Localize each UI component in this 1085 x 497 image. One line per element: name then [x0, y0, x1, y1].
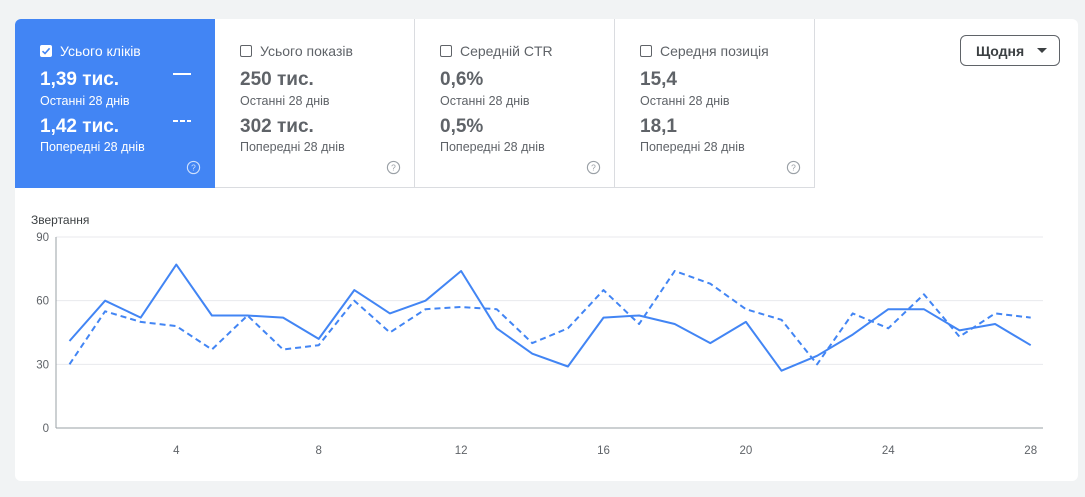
current-period: Останні 28 днів	[640, 94, 730, 108]
current-value: 0,6%	[440, 69, 484, 90]
metric-label: Усього показів	[260, 43, 353, 59]
x-tick-label: 28	[1024, 445, 1037, 457]
y-tick-label: 60	[36, 296, 49, 308]
current-value: 15,4	[640, 69, 677, 90]
current-period-line	[68, 263, 1032, 372]
metric-label: Усього кліків	[60, 43, 141, 59]
y-tick-label: 30	[36, 359, 49, 371]
x-tick-label: 8	[315, 445, 321, 457]
previous-period: Попередні 28 днів	[640, 140, 745, 154]
dashed-line-legend-icon	[173, 120, 191, 122]
metric-label: Середній CTR	[460, 43, 553, 59]
x-tick-label: 20	[740, 445, 753, 457]
current-period: Останні 28 днів	[40, 94, 130, 108]
svg-text:?: ?	[591, 163, 596, 173]
metric-average-ctr[interactable]: Середній CTR 0,6% Останні 28 днів 0,5% П…	[415, 19, 615, 188]
caret-down-icon	[1037, 48, 1047, 53]
y-tick-label: 90	[36, 232, 49, 244]
metric-total-impressions[interactable]: Усього показів 250 тис. Останні 28 днів …	[215, 19, 415, 188]
svg-text:?: ?	[791, 163, 796, 173]
current-period: Останні 28 днів	[440, 94, 530, 108]
x-tick-label: 24	[882, 445, 895, 457]
help-icon[interactable]: ?	[186, 160, 201, 175]
clicks-line-chart: Звертання 0 30 60 90 4 8 12 16 20 24 28	[31, 213, 1043, 457]
current-value: 250 тис.	[240, 69, 314, 90]
previous-value: 0,5%	[440, 116, 484, 137]
svg-text:?: ?	[191, 163, 196, 173]
help-icon[interactable]: ?	[386, 160, 401, 175]
checkbox-clicks[interactable]	[40, 45, 52, 57]
metric-total-clicks[interactable]: Усього кліків 1,39 тис. Останні 28 днів …	[15, 19, 215, 188]
previous-value: 302 тис.	[240, 116, 314, 137]
metric-tabs: Усього кліків 1,39 тис. Останні 28 днів …	[15, 19, 815, 188]
y-tick-label: 0	[43, 423, 49, 435]
previous-period: Попередні 28 днів	[40, 140, 145, 154]
current-value: 1,39 тис.	[40, 69, 120, 90]
metric-average-position[interactable]: Середня позиція 15,4 Останні 28 днів 18,…	[615, 19, 815, 188]
metric-label: Середня позиція	[660, 43, 769, 59]
current-period: Останні 28 днів	[240, 94, 330, 108]
previous-value: 1,42 тис.	[40, 116, 120, 137]
x-tick-label: 16	[597, 445, 610, 457]
y-axis-title: Звертання	[31, 213, 89, 227]
x-tick-label: 12	[455, 445, 468, 457]
previous-period: Попередні 28 днів	[240, 140, 345, 154]
svg-text:?: ?	[391, 163, 396, 173]
previous-value: 18,1	[640, 116, 677, 137]
previous-period: Попередні 28 днів	[440, 140, 545, 154]
granularity-label: Щодня	[976, 43, 1025, 59]
performance-card: Усього кліків 1,39 тис. Останні 28 днів …	[15, 19, 1078, 481]
granularity-dropdown[interactable]: Щодня	[960, 35, 1060, 66]
checkbox-position[interactable]	[640, 45, 652, 57]
help-icon[interactable]: ?	[586, 160, 601, 175]
checkbox-impressions[interactable]	[240, 45, 252, 57]
checkbox-ctr[interactable]	[440, 45, 452, 57]
help-icon[interactable]: ?	[786, 160, 801, 175]
x-tick-label: 4	[173, 445, 180, 457]
solid-line-legend-icon	[173, 73, 191, 75]
previous-period-line	[68, 270, 1031, 366]
